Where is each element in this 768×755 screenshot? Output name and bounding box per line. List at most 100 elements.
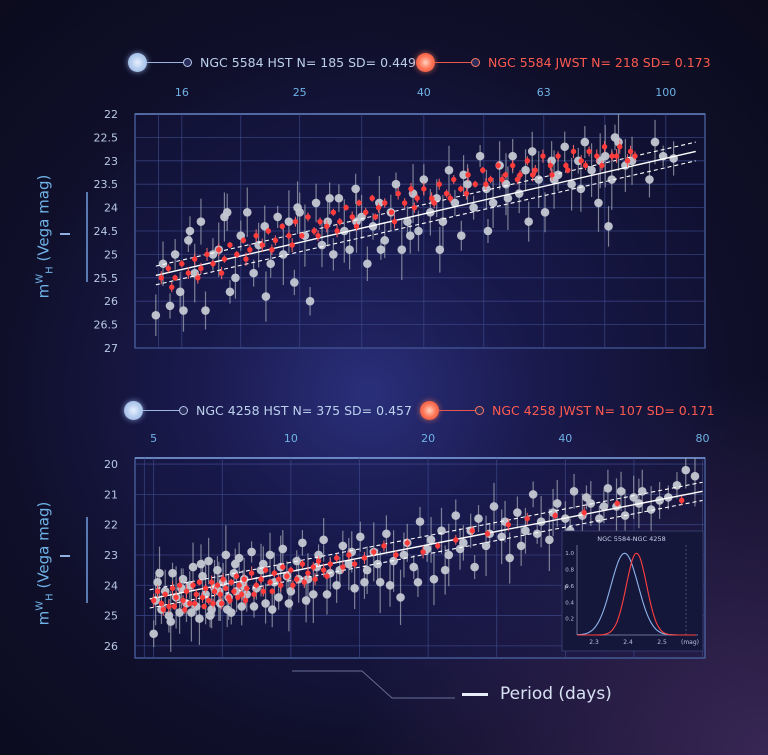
hst-point [311,198,321,208]
jwst-point [586,148,592,155]
legend-sd: 0.171 [678,402,715,418]
inset-x-unit: (mag) [681,639,699,646]
legend-n: 185 [320,54,345,70]
jwst-point [173,594,179,601]
jwst-point [269,247,275,253]
hst-point [376,245,386,255]
hst-point [196,217,206,226]
y-tick-label: 24 [104,202,118,215]
legend-ngc4258: NGC 4258 HST N= 375 SD= 0.457 NGC 4258 J… [0,395,768,425]
jwst-point [678,497,685,504]
hst-point [170,250,180,259]
hst-point [362,565,372,575]
jwst-point [280,564,286,570]
jwst-point [218,600,225,607]
hst-point [266,259,275,269]
legend-sd-label: SD= [646,402,675,418]
jwst-point [356,200,362,206]
hst-point [396,593,405,602]
hst-point [222,605,232,614]
jwst-point [547,162,554,169]
jwst-point [169,585,176,592]
jwst-point [401,200,408,206]
jwst-point [214,582,221,588]
jwst-point [179,261,185,267]
fit-band-line [149,481,703,591]
jwst-point [196,579,203,585]
hst-point [293,203,302,212]
jwst-point [371,549,377,555]
hst-point [488,198,498,208]
hst-point [301,596,311,605]
jwst-point [171,603,178,610]
jwst-point [388,209,395,215]
jwst-point [195,275,201,281]
jwst-point [240,237,247,244]
hst-point [438,217,448,226]
jwst-point [286,232,292,239]
jwst-point [436,181,442,187]
jwst-point [305,570,311,576]
hst-point [368,222,378,231]
jwst-point [205,597,212,604]
hst-point [198,571,207,581]
jwst-point [458,186,464,192]
hst-point [595,514,604,523]
hst-point [463,179,472,189]
jwst-point [160,606,167,613]
hst-marker-icon [128,52,147,72]
jwst-point [469,528,475,534]
jwst-point [480,167,486,173]
jwst-point [505,521,512,528]
jwst-marker-icon [420,400,439,420]
jwst-point [192,256,198,262]
hst-point [213,565,222,575]
hst-point [444,550,454,560]
jwst-point [190,582,196,588]
y-tick-label: 24.5 [94,225,119,238]
jwst-point [627,148,634,155]
jwst-point [242,597,249,604]
jwst-point [408,186,414,192]
x-tick-label: 80 [696,432,710,445]
hst-point [249,268,258,278]
jwst-point [202,585,209,592]
jwst-point [340,564,346,570]
inset-curve-jwst [577,552,696,636]
jwst-point [234,251,240,258]
jwst-point [393,552,399,558]
jwst-point [404,540,410,546]
hst-point [391,179,401,189]
hst-point [457,231,466,240]
jwst-point [353,223,360,230]
inset-y-tick: 1.0 [565,551,574,557]
jwst-point [578,158,584,164]
jwst-point [217,591,223,598]
hst-point [681,465,691,475]
hst-point [534,175,544,184]
hst-point [524,217,533,226]
hst-point [317,240,327,250]
jwst-point [259,242,266,248]
inset-x-tick: 2.5 [657,639,667,646]
hst-point [188,562,198,572]
legend-connector [143,409,179,411]
hst-point [540,207,550,217]
jwst-point [502,172,509,178]
hst-point [375,577,385,587]
jwst-point [269,588,275,595]
hst-point [242,207,252,217]
fit-line [149,490,703,600]
y-tick-label: 23 [104,155,118,168]
hst-point [604,222,613,231]
jwst-point [443,190,450,197]
jwst-point [176,582,183,588]
chart-panel-0: 16 25 40 63 100 22 22.5 23 23.5 24 24.5 25 25.5 26 26.… [94,86,706,355]
y-tick-label: 23 [104,549,118,562]
jwst-point [265,228,272,234]
hst-point [363,259,372,269]
jwst-point [613,153,620,159]
jwst-point [311,228,317,234]
hst-point [470,562,479,572]
